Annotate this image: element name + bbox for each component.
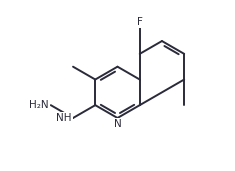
Text: N: N [114,119,121,129]
Text: F: F [137,17,143,27]
Text: H₂N: H₂N [29,100,49,110]
Text: NH: NH [56,113,71,123]
